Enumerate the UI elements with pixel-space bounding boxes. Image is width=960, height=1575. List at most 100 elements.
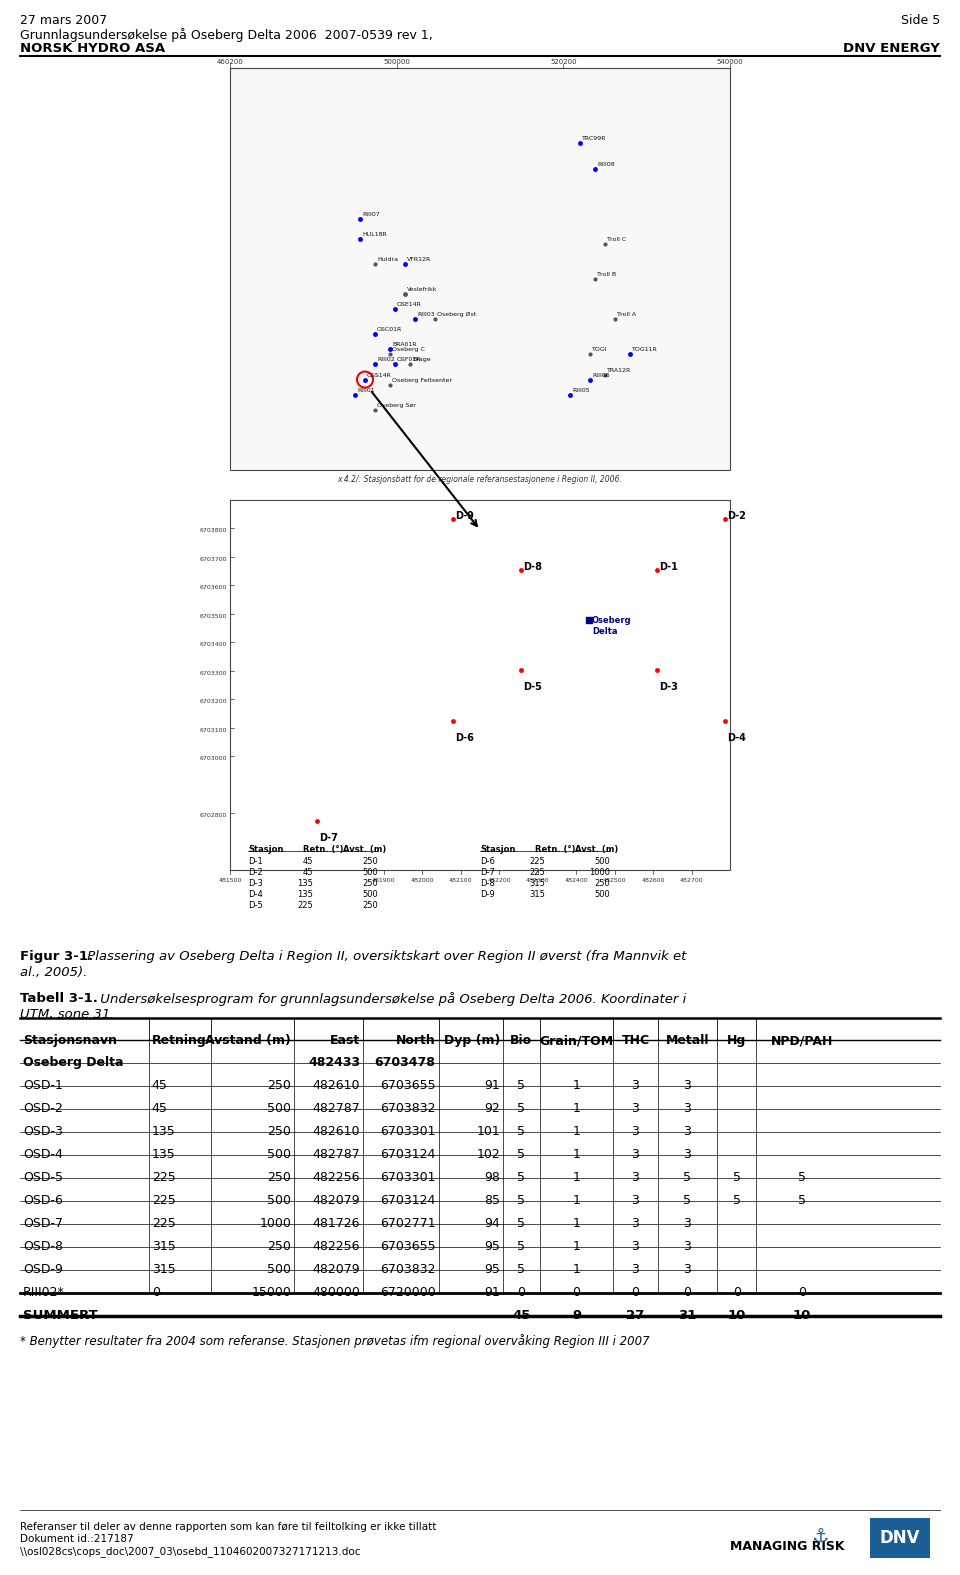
Text: VFR12R: VFR12R (407, 257, 431, 261)
Text: TOGI: TOGI (592, 348, 608, 353)
Text: 315: 315 (152, 1263, 176, 1276)
Text: 3: 3 (684, 1102, 691, 1115)
Text: 5: 5 (517, 1079, 525, 1091)
Text: 27 mars 2007: 27 mars 2007 (20, 14, 108, 27)
Text: 482500: 482500 (603, 877, 626, 884)
Text: 1: 1 (573, 1217, 581, 1230)
Text: 135: 135 (152, 1125, 176, 1139)
Text: 6703301: 6703301 (380, 1170, 436, 1184)
Text: 6703655: 6703655 (380, 1240, 436, 1254)
Text: 5: 5 (517, 1170, 525, 1184)
Bar (230, 68, 730, 469)
Text: 92: 92 (484, 1102, 500, 1115)
Text: OSD-8: OSD-8 (23, 1240, 63, 1254)
Text: 482400: 482400 (564, 877, 588, 884)
Text: 6703400: 6703400 (200, 643, 227, 647)
Text: 6703832: 6703832 (380, 1263, 436, 1276)
Text: 500: 500 (267, 1263, 291, 1276)
Text: 6703000: 6703000 (200, 756, 227, 761)
Text: Oseberg Sør: Oseberg Sør (377, 403, 416, 408)
Text: OSD-9: OSD-9 (23, 1263, 62, 1276)
Text: 250: 250 (267, 1170, 291, 1184)
Text: 250: 250 (594, 879, 610, 888)
Text: 482433: 482433 (308, 1055, 360, 1069)
Text: 482000: 482000 (411, 877, 434, 884)
Text: Veslefrikk: Veslefrikk (407, 287, 438, 291)
Text: 5: 5 (732, 1194, 741, 1206)
Text: 5: 5 (517, 1102, 525, 1115)
Text: Stasjon: Stasjon (480, 846, 516, 854)
Text: D-1: D-1 (659, 562, 678, 572)
Bar (230, 499, 730, 869)
Text: Avst. (m): Avst. (m) (575, 846, 618, 854)
Text: 1: 1 (573, 1194, 581, 1206)
Text: 225: 225 (152, 1217, 176, 1230)
Text: D-5: D-5 (248, 901, 263, 910)
Text: OSC01R: OSC01R (377, 328, 402, 332)
Text: D-2: D-2 (248, 868, 263, 877)
Text: 482787: 482787 (312, 1102, 360, 1115)
Text: Avstand (m): Avstand (m) (205, 1035, 291, 1047)
Text: Huldra: Huldra (377, 257, 398, 261)
Text: 95: 95 (484, 1240, 500, 1254)
Text: Dyp (m): Dyp (m) (444, 1035, 500, 1047)
Text: DNV: DNV (879, 1529, 921, 1547)
Text: Grunnlagsundersøkelse på Oseberg Delta 2006  2007-0539 rev 1,: Grunnlagsundersøkelse på Oseberg Delta 2… (20, 28, 433, 43)
Text: 482079: 482079 (313, 1263, 360, 1276)
Text: 3: 3 (632, 1079, 639, 1091)
Text: 1: 1 (573, 1102, 581, 1115)
Text: 45: 45 (302, 868, 313, 877)
Text: 98: 98 (484, 1170, 500, 1184)
Text: 3: 3 (684, 1079, 691, 1091)
Text: 1: 1 (573, 1240, 581, 1254)
Text: OSD-1: OSD-1 (23, 1079, 62, 1091)
Text: \\osl028cs\cops_doc\2007_03\osebd_1104602007327171213.doc: \\osl028cs\cops_doc\2007_03\osebd_110460… (20, 1547, 361, 1558)
Text: 5: 5 (517, 1125, 525, 1139)
Text: 481726: 481726 (313, 1217, 360, 1230)
Text: 482700: 482700 (680, 877, 704, 884)
Text: 250: 250 (267, 1240, 291, 1254)
Text: * Benytter resultater fra 2004 som referanse. Stasjonen prøvetas ifm regional ov: * Benytter resultater fra 2004 som refer… (20, 1334, 650, 1348)
Text: RIII03: RIII03 (417, 312, 435, 317)
Text: 482100: 482100 (449, 877, 472, 884)
Text: 315: 315 (529, 890, 545, 899)
Text: 0: 0 (152, 1287, 159, 1299)
Text: Troll B: Troll B (597, 272, 616, 277)
Text: 482300: 482300 (526, 877, 549, 884)
Text: 5: 5 (517, 1240, 525, 1254)
Text: D-1: D-1 (248, 857, 263, 866)
Text: 6703832: 6703832 (380, 1102, 436, 1115)
Text: D-6: D-6 (455, 732, 473, 743)
Text: 482610: 482610 (313, 1079, 360, 1091)
Text: 6720000: 6720000 (380, 1287, 436, 1299)
Text: 225: 225 (152, 1170, 176, 1184)
Text: 95: 95 (484, 1263, 500, 1276)
Text: 45: 45 (152, 1102, 168, 1115)
Text: 3: 3 (684, 1217, 691, 1230)
Text: 3: 3 (684, 1240, 691, 1254)
Text: 1000: 1000 (259, 1217, 291, 1230)
Text: RIII07: RIII07 (362, 211, 380, 217)
Text: 0: 0 (517, 1287, 525, 1299)
Text: 6703500: 6703500 (200, 614, 227, 619)
Text: 91: 91 (484, 1287, 500, 1299)
Text: D-9: D-9 (455, 512, 473, 521)
Text: Brage: Brage (412, 358, 431, 362)
Text: 482256: 482256 (313, 1240, 360, 1254)
Text: TOG11R: TOG11R (632, 348, 658, 353)
Text: 6703200: 6703200 (200, 699, 227, 704)
Text: 101: 101 (476, 1125, 500, 1139)
Text: Oseberg
Delta: Oseberg Delta (592, 616, 632, 635)
Text: 0: 0 (632, 1287, 639, 1299)
Text: 6703124: 6703124 (380, 1148, 436, 1161)
Text: 5: 5 (517, 1217, 525, 1230)
Text: D-9: D-9 (480, 890, 494, 899)
Text: UTM, sone 31.: UTM, sone 31. (20, 1008, 114, 1021)
Text: 460200: 460200 (217, 58, 244, 65)
Text: 481500: 481500 (218, 877, 242, 884)
Text: D-4: D-4 (248, 890, 263, 899)
Text: 91: 91 (484, 1079, 500, 1091)
Text: 5: 5 (517, 1194, 525, 1206)
Text: OSD-2: OSD-2 (23, 1102, 62, 1115)
Text: D-3: D-3 (659, 682, 678, 693)
